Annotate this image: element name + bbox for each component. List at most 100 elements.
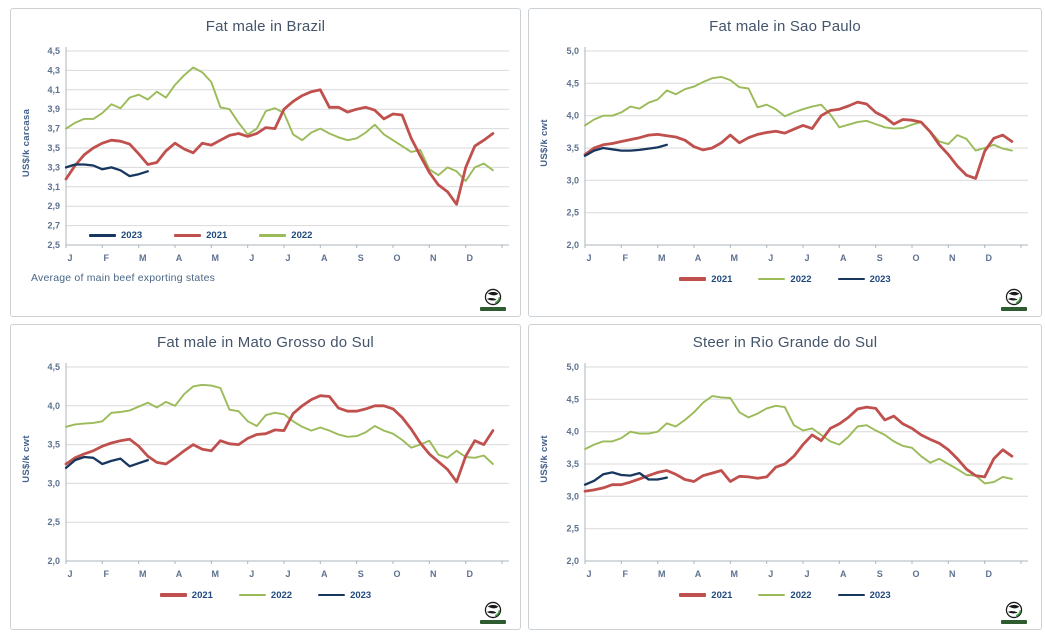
- legend-label-2022: 2022: [270, 589, 293, 601]
- y-tick-label: 3,0: [566, 491, 579, 501]
- line-2021: [64, 88, 494, 206]
- x-tick-label: M: [211, 569, 219, 579]
- chart-legend: 2023 2021 2022: [89, 230, 312, 241]
- x-tick-label: D: [985, 253, 992, 263]
- x-tick-label: S: [357, 569, 363, 579]
- y-tick-label: 2,0: [566, 556, 579, 566]
- y-tick-label: 3,1: [47, 182, 60, 192]
- line-2023: [64, 455, 149, 470]
- legend-item-2022: 2022: [259, 230, 312, 241]
- legend-item-2021: 2021: [679, 274, 732, 285]
- x-tick-label: F: [623, 569, 629, 579]
- x-tick-label: M: [658, 569, 666, 579]
- y-tick-label: 2,5: [47, 517, 60, 527]
- legend-item-2023: 2023: [318, 590, 371, 601]
- legend-swatch-2021: [679, 277, 707, 281]
- x-tick-label: N: [949, 569, 956, 579]
- y-tick-label: 2,5: [47, 240, 60, 250]
- y-tick-label: 3,3: [47, 162, 60, 172]
- y-tick-label: 3,5: [47, 143, 60, 153]
- x-tick-label: J: [285, 253, 290, 263]
- x-tick-label: M: [211, 253, 219, 263]
- x-tick-label: M: [731, 569, 739, 579]
- chart-legend: 2021 2022 2023: [537, 271, 1033, 287]
- x-tick-label: J: [586, 569, 591, 579]
- line-2022: [64, 66, 494, 182]
- logo-text-bar: [1001, 307, 1027, 311]
- y-tick-label: 4,5: [47, 46, 60, 56]
- logo-text-bar: [1001, 620, 1027, 624]
- y-tick-label: 2,7: [47, 221, 60, 231]
- legend-item-2022: 2022: [758, 273, 812, 285]
- legend-item-2023: 2023: [89, 230, 142, 241]
- x-tick-label: O: [912, 569, 919, 579]
- y-tick-label: 3,5: [566, 143, 579, 153]
- y-tick-label: 4,1: [47, 85, 60, 95]
- x-tick-label: A: [695, 253, 702, 263]
- world-logo: [999, 601, 1029, 624]
- logo-text-bar: [480, 307, 506, 311]
- line-2021: [583, 100, 1014, 180]
- x-tick-label: N: [430, 253, 437, 263]
- x-tick-label: A: [175, 253, 182, 263]
- legend-label-2022: 2022: [790, 589, 812, 601]
- globe-icon: [484, 601, 502, 619]
- x-tick-label: J: [804, 253, 809, 263]
- legend-item-2022: 2022: [758, 589, 812, 601]
- chart-title: Fat male in Sao Paulo: [709, 18, 861, 35]
- x-tick-label: J: [768, 253, 773, 263]
- chart-panel-brazil: Fat male in Brazil US$/k carcasa 2,5 2,7 2…: [10, 8, 521, 317]
- x-tick-label: S: [357, 253, 363, 263]
- plot-area: US$/k cwt 2,0 2,5 3,0 3,5 4,0 4,5 J F M A M J J A S O N D: [19, 357, 512, 583]
- legend-label-2021: 2021: [711, 273, 733, 285]
- y-axis-label: US$/k cwt: [21, 434, 32, 483]
- line-2023: [64, 163, 149, 178]
- x-tick-label: O: [912, 253, 919, 263]
- chart-canvas: 2,0 2,5 3,0 3,5 4,0 4,5 J F M A M J J A S O N D: [47, 362, 509, 579]
- legend-label-2023: 2023: [869, 589, 891, 601]
- x-tick-label: J: [249, 569, 254, 579]
- legend-swatch-2023: [89, 234, 116, 237]
- chart-title: Fat male in Mato Grosso do Sul: [157, 334, 374, 351]
- x-tick-label: M: [658, 253, 666, 263]
- legend-label-2023: 2023: [350, 589, 372, 601]
- y-tick-label: 2,0: [566, 240, 579, 250]
- world-logo: [999, 288, 1029, 311]
- chart-canvas: 2,5 2,7 2,9 3,1 3,3 3,5 3,7 3,9 4,1 4,3 4,5 J F M A M J J…: [47, 46, 509, 263]
- x-tick-label: J: [67, 253, 72, 263]
- y-tick-label: 5,0: [566, 46, 579, 56]
- legend-swatch-2022: [238, 593, 266, 597]
- legend-swatch-2023: [837, 277, 865, 281]
- legend-swatch-2022: [758, 277, 786, 281]
- plot-area: US$/k carcasa 2,5 2,7 2,9 3,1 3,3 3,5 3,7 3,9 4,…: [19, 41, 512, 267]
- legend-label-2022: 2022: [291, 230, 313, 241]
- y-tick-label: 4,0: [566, 111, 579, 121]
- legend-label-2021: 2021: [206, 230, 228, 241]
- legend-item-2021: 2021: [679, 590, 732, 601]
- x-tick-label: F: [623, 253, 629, 263]
- line-2023: [583, 143, 668, 157]
- y-tick-label: 4,5: [566, 78, 579, 88]
- line-2021: [64, 394, 494, 484]
- x-tick-label: N: [949, 253, 956, 263]
- line-2022: [584, 395, 1013, 485]
- y-axis-label: US$/k cwt: [539, 118, 550, 167]
- chart-footnote: Average of main beef exporting states: [31, 272, 216, 284]
- chart-title: Steer in Rio Grande do Sul: [692, 334, 878, 351]
- legend-label-2022: 2022: [790, 273, 812, 285]
- legend-swatch-2021: [679, 593, 707, 597]
- x-tick-label: J: [586, 253, 591, 263]
- x-tick-label: O: [393, 253, 400, 263]
- y-tick-label: 4,0: [566, 427, 579, 437]
- y-tick-label: 2,0: [47, 556, 60, 566]
- x-tick-label: J: [249, 253, 254, 263]
- legend-label-2021: 2021: [711, 589, 733, 601]
- legend-swatch-2021: [159, 593, 187, 597]
- x-tick-label: F: [103, 569, 109, 579]
- x-tick-label: A: [840, 253, 847, 263]
- legend-item-2021: 2021: [159, 590, 213, 601]
- y-tick-label: 3,5: [47, 440, 60, 450]
- x-tick-label: S: [877, 569, 883, 579]
- legend-label-2023: 2023: [121, 230, 143, 241]
- globe-icon: [484, 288, 502, 306]
